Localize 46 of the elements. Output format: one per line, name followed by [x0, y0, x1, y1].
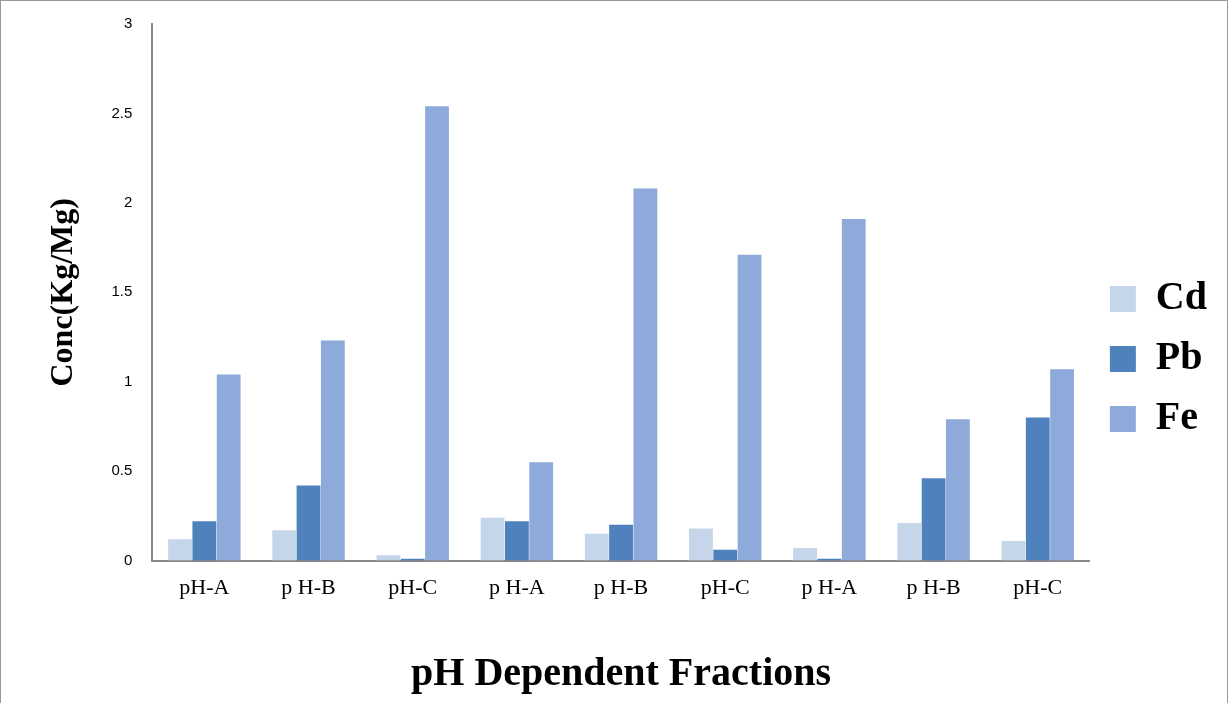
y-tick-label: 3 [123, 14, 133, 32]
y-axis-title: Conc(Kg/Mg) [43, 198, 80, 387]
bar [584, 533, 609, 561]
bar [168, 539, 192, 561]
bar [376, 555, 401, 561]
x-tick-label: pH-C [700, 573, 750, 599]
bar [272, 530, 297, 561]
x-tick-label: pH-A [179, 573, 230, 599]
x-tick-label: p H-A [489, 573, 545, 599]
bar [633, 188, 658, 561]
x-tick-label: p H-A [801, 573, 858, 599]
bar [296, 485, 321, 561]
bar [921, 478, 946, 561]
legend-label: Cd [1155, 273, 1208, 319]
x-tick-label: pH-C [388, 573, 438, 599]
bar [1001, 540, 1026, 561]
y-tick-label: 1 [123, 371, 133, 389]
bar [480, 517, 505, 561]
y-tick-label: 1.5 [111, 282, 133, 300]
y-tick-label: 2 [123, 193, 133, 211]
bar [609, 524, 633, 561]
bar [425, 106, 449, 561]
bar [737, 254, 762, 561]
x-tick-label: p H-B [281, 573, 336, 599]
y-tick-label: 0 [123, 550, 133, 568]
bar [1025, 417, 1050, 561]
x-tick-label: p H-B [906, 573, 961, 599]
y-tick-label: 0.5 [111, 461, 133, 479]
bar [192, 521, 217, 561]
y-tick-label: 2.5 [111, 103, 133, 121]
legend-label: Fe [1155, 393, 1199, 439]
bar [946, 419, 970, 561]
bar [320, 340, 345, 561]
x-axis-title: pH Dependent Fractions [411, 649, 832, 695]
bar [504, 521, 529, 561]
legend-label: Pb [1155, 333, 1203, 379]
bar [713, 549, 738, 561]
bar [216, 374, 241, 561]
bar [841, 218, 866, 561]
bar [529, 462, 554, 561]
bar [897, 523, 922, 561]
x-tick-label: p H-B [593, 573, 649, 599]
bar [793, 548, 818, 561]
bar [689, 528, 713, 561]
x-tick-label: pH-C [1013, 573, 1063, 599]
bar [1050, 369, 1074, 561]
